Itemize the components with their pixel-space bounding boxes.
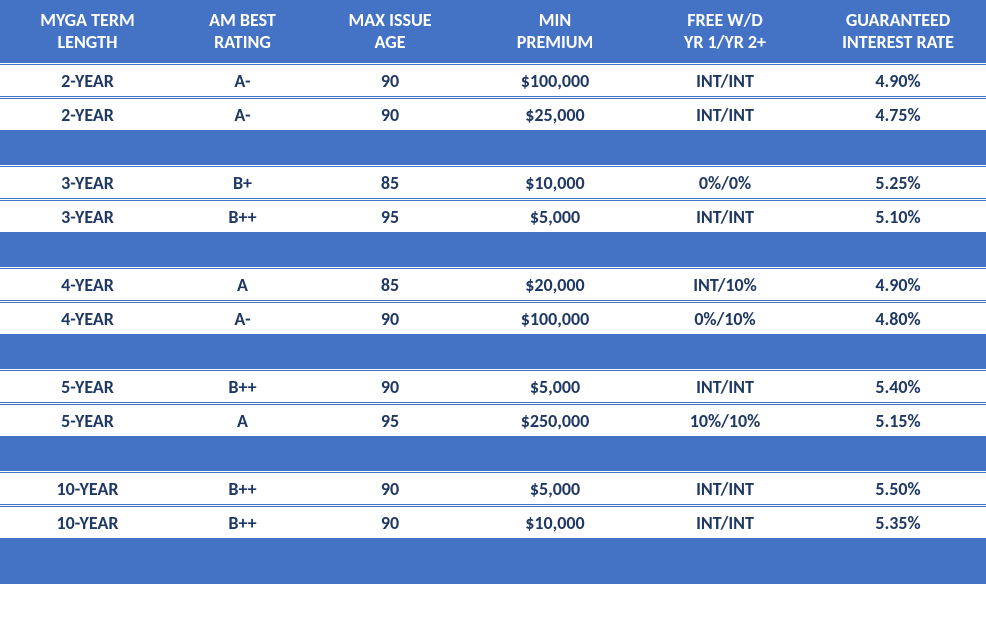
table-body: 2-YEARA-90$100,000INT/INT4.90%2-YEARA-90… [0,62,986,538]
cell-max-age: 90 [310,308,470,330]
cell-min-premium: $10,000 [470,512,640,534]
cell-max-age: 90 [310,512,470,534]
cell-rating: B++ [175,206,310,228]
cell-min-premium: $5,000 [470,376,640,398]
cell-rate: 5.10% [810,206,986,228]
cell-rating: A- [175,104,310,126]
cell-min-premium: $10,000 [470,172,640,194]
cell-rating: B+ [175,172,310,194]
table-header-row: MYGA TERM LENGTH AM BEST RATING MAX ISSU… [0,0,986,62]
col-header-max-age: MAX ISSUE AGE [310,0,470,62]
cell-rate: 5.15% [810,410,986,432]
table-row: 5-YEARA95$250,00010%/10%5.15% [0,402,986,436]
group-spacer [0,334,986,368]
col-header-line2: PREMIUM [517,31,594,54]
cell-term: 4-YEAR [0,274,175,296]
col-header-rate: GUARANTEED INTEREST RATE [810,0,986,62]
cell-rating: A [175,274,310,296]
cell-max-age: 85 [310,172,470,194]
cell-max-age: 90 [310,70,470,92]
table-row: 10-YEARB++90$10,000INT/INT5.35% [0,504,986,538]
myga-rate-table: MYGA TERM LENGTH AM BEST RATING MAX ISSU… [0,0,986,584]
table-bottom-bar [0,538,986,584]
cell-min-premium: $5,000 [470,206,640,228]
cell-rate: 5.50% [810,478,986,500]
cell-term: 2-YEAR [0,104,175,126]
cell-rating: A- [175,308,310,330]
cell-rate: 4.90% [810,70,986,92]
col-header-free-wd: FREE W/D YR 1/YR 2+ [640,0,810,62]
group-spacer [0,130,986,164]
col-header-line2: YR 1/YR 2+ [684,31,766,54]
cell-max-age: 90 [310,478,470,500]
cell-free-wd: INT/INT [640,70,810,92]
cell-min-premium: $20,000 [470,274,640,296]
table-row: 3-YEARB+85$10,0000%/0%5.25% [0,164,986,198]
cell-term: 10-YEAR [0,478,175,500]
cell-max-age: 85 [310,274,470,296]
cell-free-wd: INT/INT [640,478,810,500]
table-row: 4-YEARA85$20,000INT/10%4.90% [0,266,986,300]
table-row: 2-YEARA-90$100,000INT/INT4.90% [0,62,986,96]
cell-max-age: 90 [310,104,470,126]
cell-free-wd: INT/INT [640,512,810,534]
cell-free-wd: 0%/0% [640,172,810,194]
cell-rating: B++ [175,478,310,500]
table-row: 10-YEARB++90$5,000INT/INT5.50% [0,470,986,504]
col-header-line1: MIN [539,9,571,32]
cell-min-premium: $25,000 [470,104,640,126]
cell-rate: 5.25% [810,172,986,194]
cell-max-age: 95 [310,410,470,432]
group-spacer [0,232,986,266]
cell-max-age: 95 [310,206,470,228]
cell-min-premium: $100,000 [470,308,640,330]
cell-term: 10-YEAR [0,512,175,534]
cell-rating: B++ [175,376,310,398]
cell-min-premium: $250,000 [470,410,640,432]
col-header-line2: INTEREST RATE [842,31,954,54]
cell-term: 5-YEAR [0,410,175,432]
cell-rate: 5.35% [810,512,986,534]
cell-term: 2-YEAR [0,70,175,92]
cell-rate: 4.75% [810,104,986,126]
cell-term: 5-YEAR [0,376,175,398]
cell-term: 3-YEAR [0,206,175,228]
table-row: 3-YEARB++95$5,000INT/INT5.10% [0,198,986,232]
cell-min-premium: $100,000 [470,70,640,92]
cell-term: 3-YEAR [0,172,175,194]
col-header-line1: FREE W/D [687,9,762,32]
table-row: 2-YEARA-90$25,000INT/INT4.75% [0,96,986,130]
cell-rating: B++ [175,512,310,534]
cell-free-wd: INT/INT [640,104,810,126]
col-header-rating: AM BEST RATING [175,0,310,62]
group-spacer [0,436,986,470]
col-header-line2: RATING [214,31,271,54]
cell-min-premium: $5,000 [470,478,640,500]
col-header-line2: AGE [375,31,406,54]
cell-rate: 5.40% [810,376,986,398]
table-row: 4-YEARA-90$100,0000%/10%4.80% [0,300,986,334]
col-header-term: MYGA TERM LENGTH [0,0,175,62]
col-header-line1: MAX ISSUE [349,9,432,32]
cell-free-wd: INT/INT [640,376,810,398]
col-header-line2: LENGTH [58,31,118,54]
cell-term: 4-YEAR [0,308,175,330]
col-header-min-premium: MIN PREMIUM [470,0,640,62]
cell-max-age: 90 [310,376,470,398]
cell-free-wd: 0%/10% [640,308,810,330]
cell-free-wd: INT/INT [640,206,810,228]
col-header-line1: MYGA TERM [40,9,134,32]
col-header-line1: AM BEST [209,9,276,32]
cell-free-wd: INT/10% [640,274,810,296]
table-row: 5-YEARB++90$5,000INT/INT5.40% [0,368,986,402]
cell-rating: A [175,410,310,432]
col-header-line1: GUARANTEED [846,9,950,32]
cell-rate: 4.80% [810,308,986,330]
cell-rating: A- [175,70,310,92]
cell-rate: 4.90% [810,274,986,296]
cell-free-wd: 10%/10% [640,410,810,432]
